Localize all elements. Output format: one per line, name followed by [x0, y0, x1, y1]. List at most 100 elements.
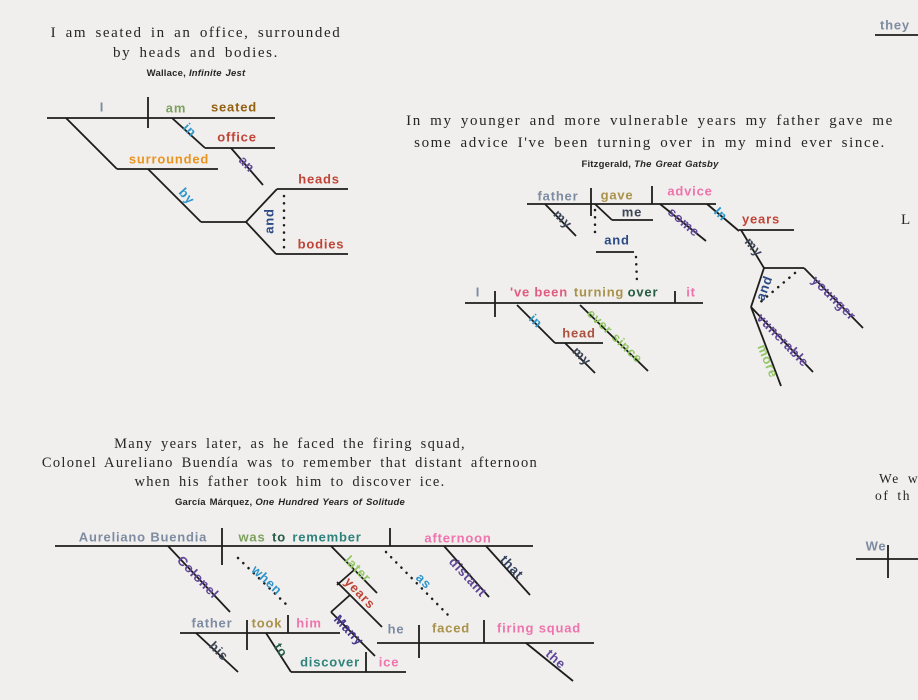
- diagram-word: over: [628, 285, 659, 300]
- partial-quote-line: We w: [879, 471, 918, 486]
- diagram-word: distant: [446, 554, 490, 599]
- diagram-word: gave: [601, 188, 634, 203]
- diagram-line: [230, 147, 264, 186]
- dotted-connector: [236, 556, 292, 610]
- diagram-word: in: [526, 311, 546, 331]
- diagram-line: [330, 594, 351, 613]
- attribution-work: The Great Gatsby: [634, 159, 719, 170]
- diagram-word: they: [880, 18, 910, 33]
- diagram-word: by: [176, 185, 198, 208]
- diagram-word: I: [100, 100, 104, 115]
- partial-quote-line: of th: [875, 488, 912, 503]
- diagram-word: younger: [809, 273, 860, 324]
- diagram-line: [147, 168, 202, 223]
- diagram-word: to: [271, 640, 291, 660]
- diagram-word: and: [753, 273, 776, 302]
- quote-fitzgerald: In my younger and more vulnerable years …: [385, 110, 915, 171]
- quote-line: I am seated in an office, surrounded: [50, 25, 342, 41]
- diagram-word: discover: [300, 655, 360, 670]
- diagram-line: [336, 569, 355, 586]
- diagram-word: father: [192, 616, 233, 631]
- diagram-word: We: [866, 539, 887, 554]
- diagram-line: [750, 306, 782, 387]
- diagram-line: [443, 545, 490, 598]
- diagram-word: faced: [432, 621, 470, 636]
- partial-quote-letter: L: [901, 212, 912, 228]
- diagram-word: head: [562, 326, 596, 341]
- dotted-connector: [384, 550, 453, 620]
- diagram-line: [564, 342, 596, 374]
- diagram-word: I: [476, 285, 480, 300]
- attribution-author: Wallace,: [146, 68, 186, 79]
- diagram-line: [525, 642, 574, 682]
- diagram-word: bodies: [298, 237, 345, 252]
- quote-line: Colonel Aureliano Buendía was to remembe…: [41, 455, 539, 471]
- diagram-word: to: [272, 530, 286, 545]
- diagram-word: advice: [667, 184, 712, 199]
- diagram-word: father: [538, 189, 579, 204]
- diagram-word: and: [262, 208, 277, 234]
- quote-line: when his father took him to discover ice…: [134, 474, 446, 490]
- diagram-line: [516, 304, 556, 344]
- diagram-word: office: [217, 130, 256, 145]
- dotted-connector: [634, 255, 639, 285]
- diagram-line: [265, 632, 292, 673]
- diagram-line: [245, 188, 278, 223]
- diagram-line: [544, 203, 577, 237]
- diagram-word: my: [550, 206, 575, 231]
- diagram-word: he: [388, 622, 405, 637]
- diagram-word: him: [296, 616, 322, 631]
- diagram-word: Aureliano Buendia: [79, 530, 207, 545]
- attribution-fitzgerald: Fitzgerald, The Great Gatsby: [385, 159, 915, 171]
- diagram-word: it: [686, 285, 696, 300]
- attribution-author: García Márquez,: [174, 497, 253, 508]
- attribution-work: Infinite Jest: [188, 68, 246, 79]
- attribution-marquez: García Márquez, One Hundred Years of Soli…: [25, 497, 555, 509]
- quote-wallace: I am seated in an office, surrounded by …: [0, 23, 392, 80]
- quote-marquez: Many years later, as he faced the firing…: [25, 435, 555, 509]
- diagram-word: remember: [292, 530, 361, 545]
- diagram-word: was: [238, 530, 266, 545]
- attribution-wallace: Wallace, Infinite Jest: [0, 68, 392, 80]
- diagram-line: [167, 545, 231, 613]
- diagram-line: [195, 632, 239, 673]
- diagram-word: that: [497, 552, 527, 582]
- diagram-line: [485, 545, 531, 596]
- diagram-line: [750, 306, 814, 373]
- diagram-line: [750, 267, 765, 308]
- diagram-line: [65, 117, 118, 170]
- quote-line: Many years later, as he faced the firing…: [114, 436, 466, 452]
- attribution-author: Fitzgerald,: [581, 159, 632, 170]
- diagram-word: in: [180, 120, 200, 140]
- diagram-line: [740, 229, 765, 269]
- diagram-word: seated: [211, 100, 257, 115]
- dotted-connector: [755, 271, 797, 307]
- quote-line: by heads and bodies.: [113, 45, 279, 61]
- diagram-line: [330, 545, 378, 594]
- attribution-work: One Hundred Years of Solitude: [255, 497, 406, 508]
- diagram-word: Many: [331, 612, 367, 649]
- diagram-word: took: [252, 616, 283, 631]
- diagram-word: am: [166, 101, 186, 116]
- diagram-word: me: [622, 205, 642, 220]
- diagram-word: ice: [379, 655, 399, 670]
- diagram-word: surrounded: [129, 152, 209, 167]
- quote-line: In my younger and more vulnerable years …: [406, 113, 894, 129]
- diagram-line: [579, 304, 649, 372]
- diagram-line: [245, 221, 277, 255]
- diagram-word: when: [248, 561, 286, 598]
- diagram-word: the: [543, 646, 569, 672]
- diagram-line: [803, 267, 864, 329]
- diagram-word: and: [604, 233, 630, 248]
- diagram-word: years: [742, 212, 780, 227]
- diagram-line: [706, 203, 740, 232]
- diagram-word: heads: [298, 172, 340, 187]
- diagram-word: firing squad: [497, 621, 581, 636]
- diagram-word: more: [754, 342, 781, 380]
- diagram-word: turning: [574, 285, 624, 300]
- diagram-word: as: [413, 570, 435, 592]
- diagram-word: 've been: [510, 285, 568, 300]
- diagram-line: [336, 581, 383, 628]
